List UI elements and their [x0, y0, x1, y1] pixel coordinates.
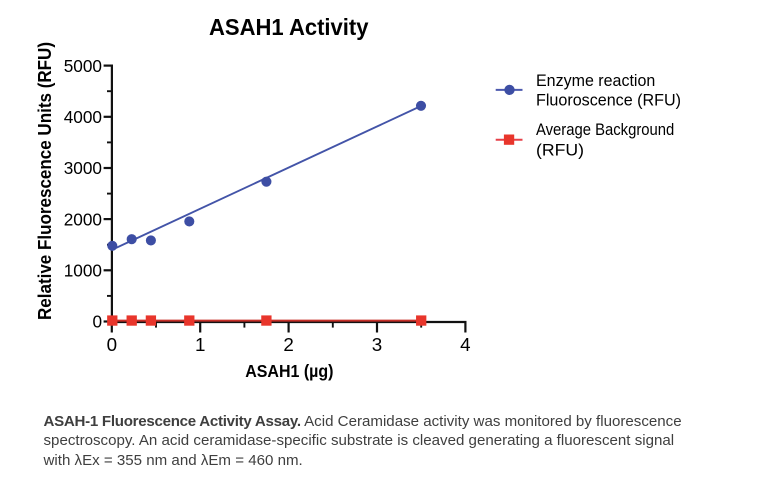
svg-text:Average Background: Average Background	[536, 121, 674, 139]
svg-text:(RFU): (RFU)	[536, 142, 584, 160]
svg-text:1: 1	[195, 334, 205, 355]
svg-text:Fluoroscence (RFU): Fluoroscence (RFU)	[536, 92, 681, 110]
svg-text:0: 0	[92, 312, 102, 332]
svg-text:Enzyme reaction: Enzyme reaction	[536, 72, 655, 90]
svg-text:0: 0	[107, 334, 117, 355]
svg-text:2: 2	[283, 334, 293, 355]
svg-text:4: 4	[460, 334, 470, 355]
svg-text:ASAH1 Activity: ASAH1 Activity	[209, 14, 369, 40]
svg-text:1000: 1000	[64, 261, 102, 281]
svg-text:ASAH1 (µg): ASAH1 (µg)	[245, 361, 333, 381]
svg-text:2000: 2000	[64, 209, 102, 229]
svg-text:Relative Fluorescence Units (R: Relative Fluorescence Units (RFU)	[35, 42, 55, 320]
svg-text:5000: 5000	[64, 56, 102, 76]
svg-text:3000: 3000	[64, 158, 102, 178]
svg-text:3: 3	[372, 334, 382, 355]
svg-text:4000: 4000	[64, 107, 102, 127]
